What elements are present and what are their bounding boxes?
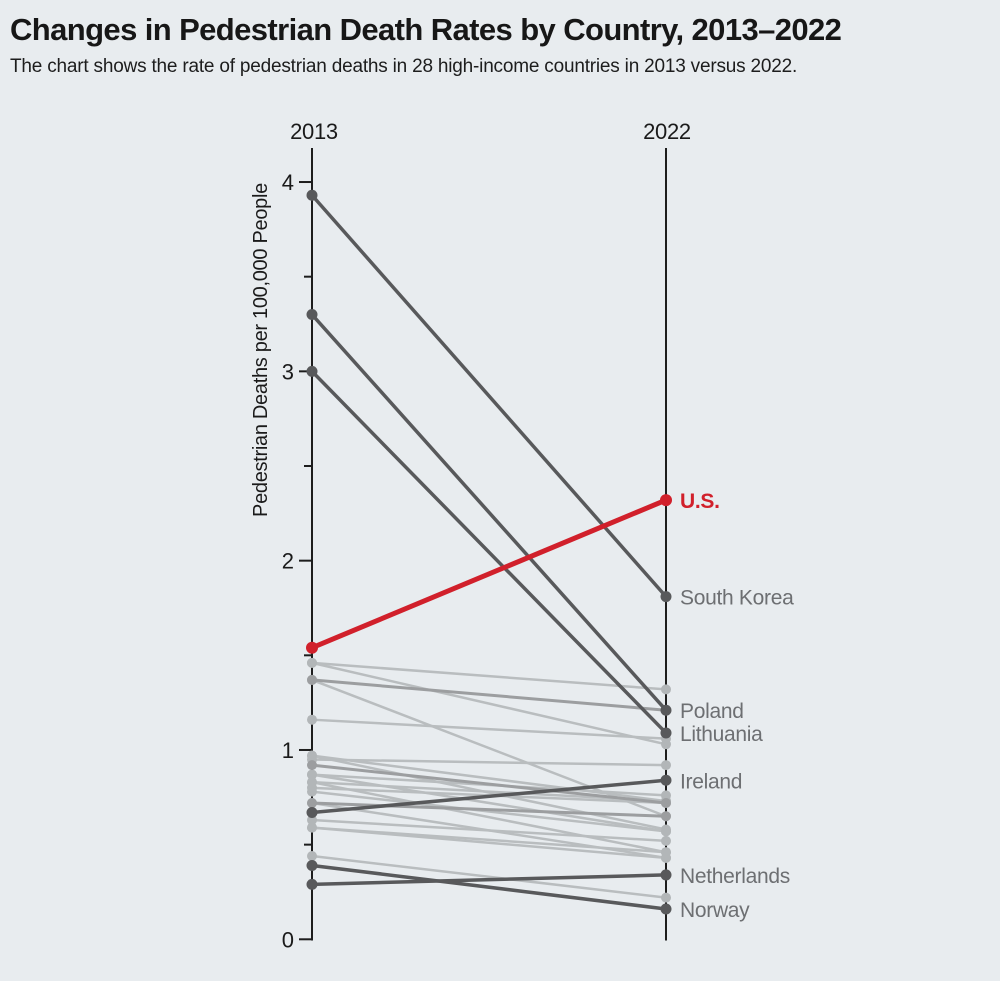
country-label-norway: Norway [680,899,750,922]
slope-line-unlabeled [311,678,667,712]
data-point-us-2022 [660,494,672,507]
chart-title: Changes in Pedestrian Death Rates by Cou… [10,12,842,47]
slope-line-unlabeled [311,826,667,860]
data-point-unlabeled-2022 [661,684,671,695]
y-tick-label-3: 3 [282,359,294,384]
data-point-unlabeled-2013 [307,815,317,826]
y-tick-label-2: 2 [282,549,294,574]
data-point-lithuania-2022 [660,727,672,739]
data-point-norway-2013 [306,859,318,871]
data-point-south-korea-2013 [306,189,318,201]
y-tick-label-0: 0 [282,927,294,952]
slope-line-netherlands [311,873,667,887]
data-point-unlabeled-2013 [307,769,317,780]
data-point-netherlands-2022 [660,869,672,881]
data-point-ireland-2013 [306,806,318,818]
data-point-unlabeled-2013 [307,714,317,725]
data-point-unlabeled-2022 [661,797,671,808]
data-point-poland-2022 [660,704,672,716]
column-label-2013: 2013 [290,119,338,144]
data-point-unlabeled-2022 [661,835,671,846]
country-label-netherlands: Netherlands [680,865,790,888]
data-point-unlabeled-2022 [661,811,671,822]
slope-line-unlabeled [311,801,667,818]
slope-line-south-korea [310,194,668,598]
slope-line-lithuania [310,370,668,735]
slope-line-us [311,497,667,651]
data-point-unlabeled-2013 [307,760,317,771]
data-point-unlabeled-2013 [307,850,317,861]
y-axis-label: Pedestrian Deaths per 100,000 People [250,183,272,517]
slope-line-unlabeled [311,818,667,843]
data-point-lithuania-2013 [306,365,318,377]
country-label-poland: Poland [680,700,744,723]
data-point-unlabeled-2022 [661,892,671,903]
slope-line-unlabeled [311,661,667,691]
slope-line-norway [311,863,667,911]
data-point-unlabeled-2022 [661,826,671,837]
slope-line-unlabeled [311,780,667,854]
slope-line-ireland [311,778,667,815]
slope-line-unlabeled [311,754,667,803]
chart-header: Changes in Pedestrian Death Rates by Cou… [10,12,990,78]
slope-line-unlabeled [311,790,667,833]
data-point-unlabeled-2013 [307,674,317,685]
y-tick-label-1: 1 [282,738,294,763]
data-point-poland-2013 [306,309,318,321]
slope-line-unlabeled [311,763,667,805]
data-point-unlabeled-2013 [307,786,317,797]
y-tick-label-4: 4 [282,170,294,195]
data-point-us-2013 [306,641,318,654]
country-label-us: U.S. [680,490,720,513]
slope-line-unlabeled [311,758,667,767]
data-point-unlabeled-2022 [661,760,671,771]
data-point-south-korea-2022 [660,591,672,603]
data-point-unlabeled-2013 [307,657,317,668]
country-label-south-korea: South Korea [680,587,794,610]
slope-line-unlabeled [311,718,667,740]
data-point-unlabeled-2013 [307,797,317,808]
data-point-unlabeled-2022 [661,852,671,863]
slope-line-unlabeled [311,661,667,746]
country-label-lithuania: Lithuania [680,723,763,746]
data-point-unlabeled-2013 [307,822,317,833]
chart-subtitle: The chart shows the rate of pedestrian d… [10,55,798,77]
slope-line-poland [310,313,668,712]
column-label-2022: 2022 [643,119,691,144]
data-point-netherlands-2013 [306,878,318,890]
data-point-norway-2022 [660,903,672,915]
data-point-ireland-2022 [660,774,672,786]
slope-line-unlabeled [311,773,667,833]
slope-line-unlabeled [311,854,667,899]
country-label-ireland: Ireland [680,770,742,793]
